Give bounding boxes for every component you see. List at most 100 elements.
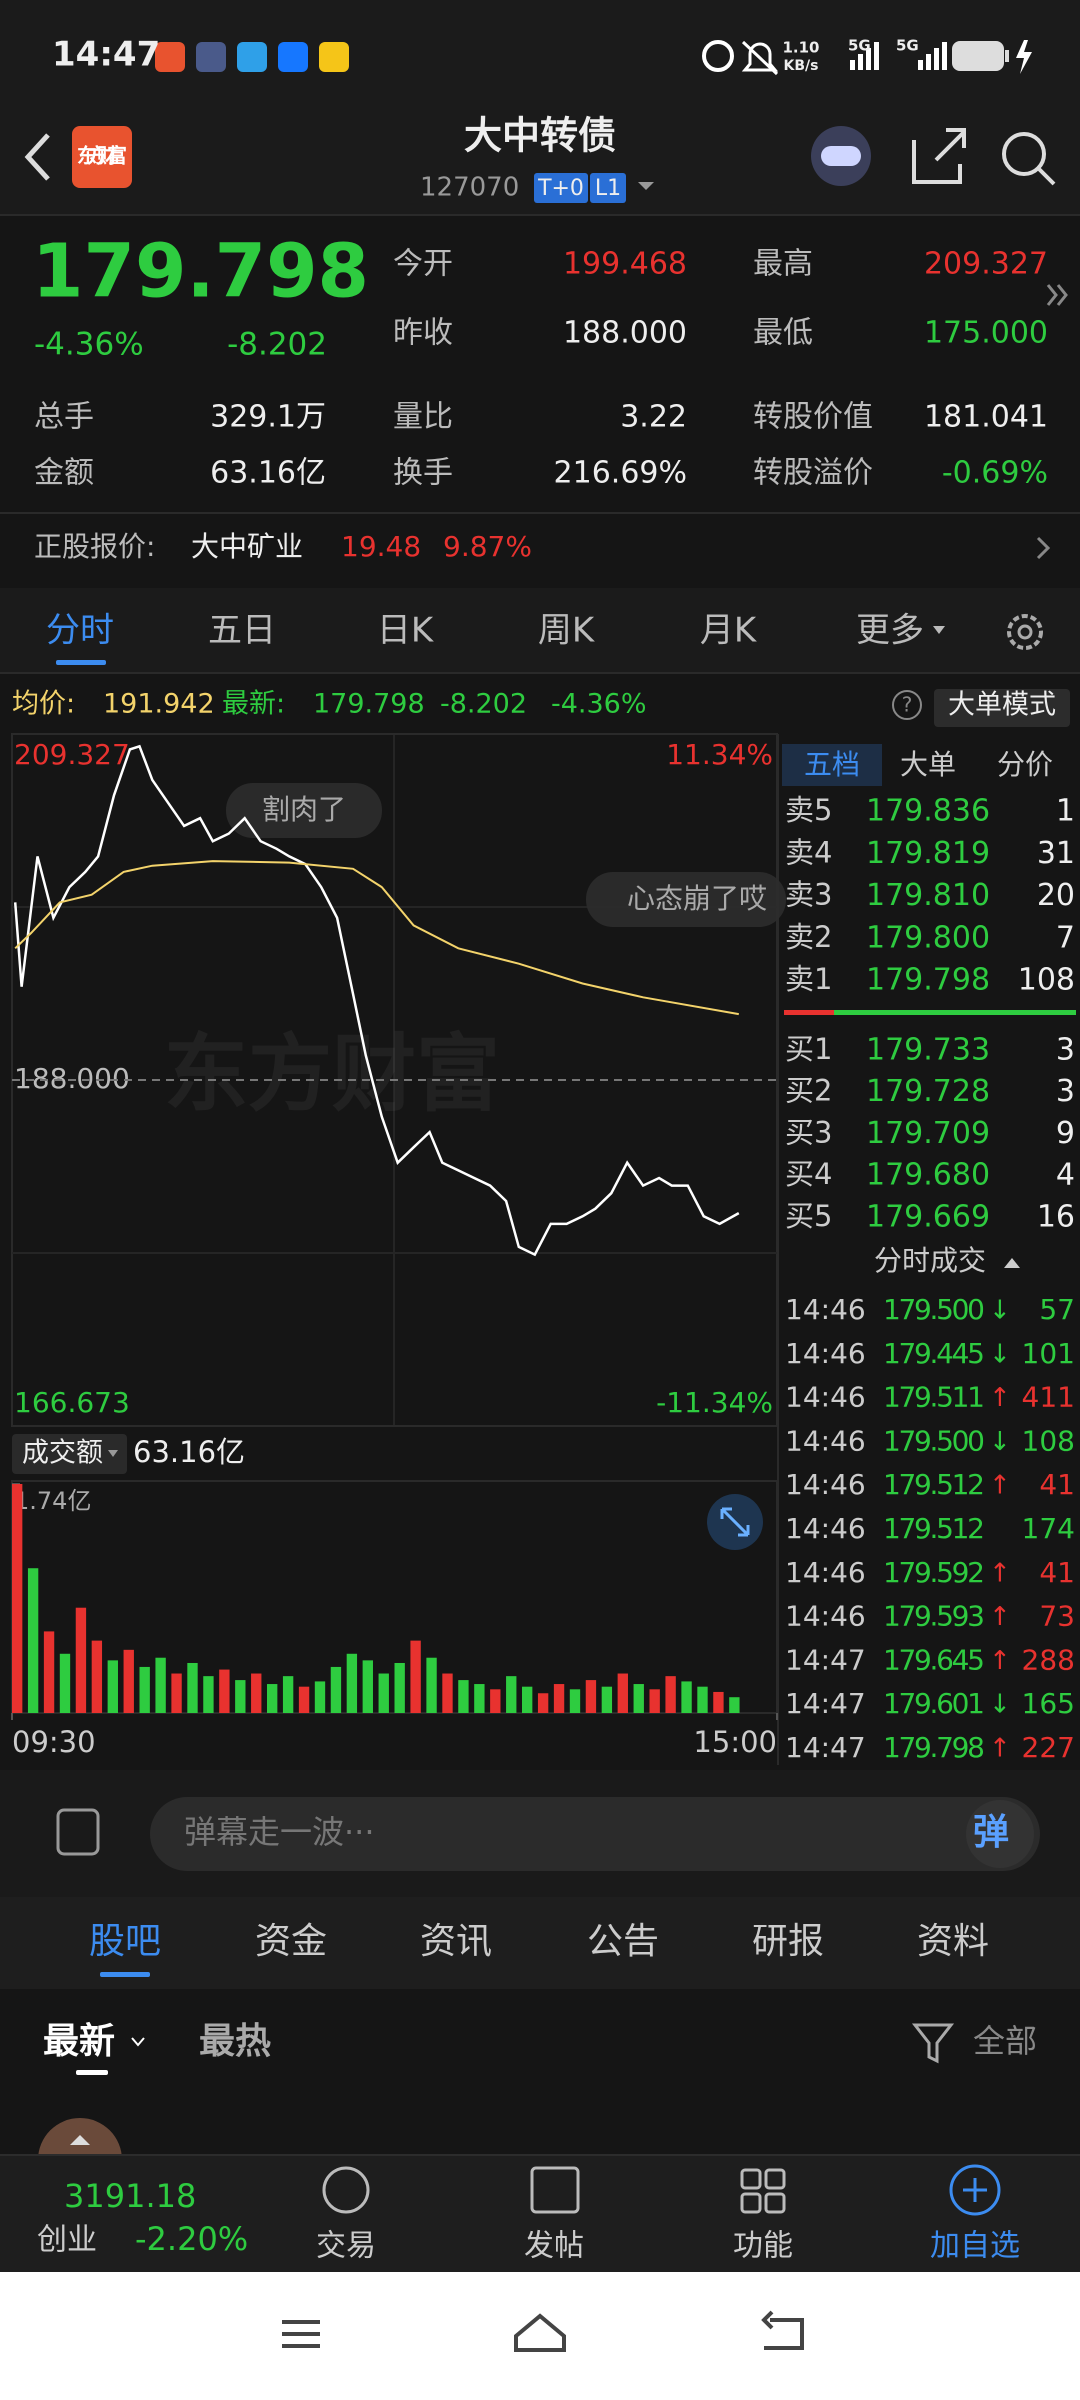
volume-label[interactable]: 成交额 [22, 1438, 103, 1469]
book-volume: 108 [1018, 963, 1075, 998]
trade-arrow: ↑ [989, 1558, 1011, 1588]
nav-item[interactable]: 加自选 [930, 2229, 1020, 2264]
comment-placeholder[interactable]: 弹幕走一波··· [184, 1813, 375, 1851]
book-label: 买2 [785, 1074, 832, 1108]
nav-item[interactable]: 发帖 [524, 2229, 584, 2264]
back-nav-button[interactable] [761, 2310, 804, 2350]
nav-item[interactable]: 交易 [316, 2229, 376, 2264]
last-pct: -4.36% [551, 689, 647, 720]
back-button[interactable] [24, 133, 50, 181]
trade-price: 179.500 [883, 1424, 985, 1457]
order-tab[interactable]: 大单 [900, 748, 956, 781]
feed-filter[interactable]: 全部 [973, 2022, 1037, 2060]
net-speed: 1.10 [782, 39, 819, 57]
change-pct: -4.36% [34, 327, 144, 363]
feed-tab[interactable]: 最热 [199, 2021, 271, 2062]
feed-tab[interactable]: 最新 [43, 2021, 115, 2062]
stat-value: 216.69% [554, 456, 687, 491]
section-tab[interactable]: 资金 [255, 1921, 327, 1962]
volume-bar [585, 1680, 597, 1713]
signal [850, 60, 855, 70]
trade-volume: 41 [1039, 1556, 1075, 1589]
danmaku-button-label[interactable]: 弹 [973, 1812, 1009, 1853]
chart-tab[interactable]: 更多 [856, 611, 924, 651]
section-tab[interactable]: 研报 [752, 1921, 824, 1962]
stat-value: 329.1万 [210, 400, 326, 435]
volume-bar [537, 1693, 549, 1713]
watermark: 东方财富 [164, 1025, 500, 1123]
volume-caret [108, 1450, 118, 1457]
trade-price: 179.500 [883, 1293, 985, 1326]
danmaku-button[interactable] [966, 1800, 1034, 1868]
help-icon[interactable] [892, 690, 922, 720]
stat-label: 量比 [393, 400, 453, 435]
order-tab[interactable]: 五档 [804, 748, 860, 781]
chart-tab[interactable]: 五日 [208, 611, 276, 651]
order-tab-active[interactable] [782, 744, 882, 786]
trade-price: 179.512 [883, 1468, 985, 1501]
stat-value: 181.041 [924, 400, 1048, 435]
y2-tick-label: 11.34% [666, 738, 773, 771]
volume-tick-label: 1.74亿 [14, 1487, 91, 1515]
stat-value: 175.000 [924, 316, 1048, 351]
volume-bar [394, 1662, 405, 1713]
volume-bar [426, 1657, 437, 1713]
filter-icon[interactable] [911, 2023, 955, 2064]
trade-arrow: ↓ [989, 1339, 1011, 1369]
trade-price: 179.593 [883, 1600, 985, 1633]
volume-bar [187, 1662, 198, 1713]
more-chevron[interactable] [1046, 284, 1068, 306]
section-tab[interactable]: 资讯 [420, 1921, 492, 1962]
chart-tab[interactable]: 周K [538, 611, 596, 651]
trade-volume: 174 [1022, 1512, 1075, 1545]
trade-icon[interactable] [322, 2166, 370, 2214]
signal [918, 60, 923, 70]
search-button[interactable] [1002, 132, 1046, 176]
post-icon[interactable] [530, 2166, 580, 2214]
home-button[interactable] [514, 2313, 566, 2352]
mode-label: 大单模式 [948, 690, 1056, 721]
book-label: 买3 [785, 1115, 832, 1149]
book-label: 卖3 [785, 878, 832, 912]
stat-label: 最低 [753, 316, 813, 351]
trade-price: 179.645 [883, 1643, 985, 1676]
trade-volume: 108 [1022, 1424, 1075, 1457]
bond-code: 127070 [420, 173, 519, 203]
func-icon[interactable] [740, 2168, 762, 2190]
chart-tab[interactable]: 日K [377, 611, 435, 651]
book-price: 179.733 [866, 1033, 990, 1068]
menu-button[interactable] [282, 2320, 320, 2348]
order-tab[interactable]: 分价 [997, 748, 1053, 781]
volume-bar [75, 1607, 87, 1713]
stock-chevron[interactable] [1036, 536, 1051, 560]
chart-tab[interactable]: 分时 [46, 611, 114, 651]
trade-volume: 288 [1022, 1643, 1075, 1676]
alarm-icon [702, 40, 734, 72]
stock-name[interactable]: 大中矿业 [191, 530, 303, 563]
add-icon[interactable] [949, 2164, 1001, 2216]
chart-tab[interactable]: 月K [700, 611, 758, 651]
last-price: 179.798 [32, 229, 369, 315]
volume-bar [235, 1680, 246, 1713]
trade-price: 179.798 [883, 1731, 985, 1764]
dropdown-caret[interactable] [638, 182, 654, 190]
volume-bar [155, 1657, 166, 1713]
settings-button[interactable] [1007, 614, 1043, 650]
danmaku-toggle[interactable] [56, 1808, 100, 1856]
tab-indicator [56, 660, 106, 665]
volume-bar [649, 1689, 660, 1713]
share-button[interactable] [912, 128, 966, 184]
trade-time: 14:47 [785, 1731, 866, 1764]
trade-price: 179.511 [883, 1381, 985, 1414]
mode-button[interactable] [934, 689, 1070, 727]
volume-bar [553, 1684, 565, 1713]
trade-arrow: ↑ [989, 1383, 1011, 1413]
section-tab[interactable]: 股吧 [89, 1921, 161, 1962]
section-tab[interactable]: 公告 [587, 1921, 659, 1962]
settings-core [1017, 624, 1033, 640]
nav-item[interactable]: 功能 [733, 2229, 793, 2264]
volume-selector[interactable] [12, 1434, 127, 1474]
comment-input[interactable] [150, 1797, 1040, 1871]
section-tab[interactable]: 资料 [917, 1921, 989, 1962]
